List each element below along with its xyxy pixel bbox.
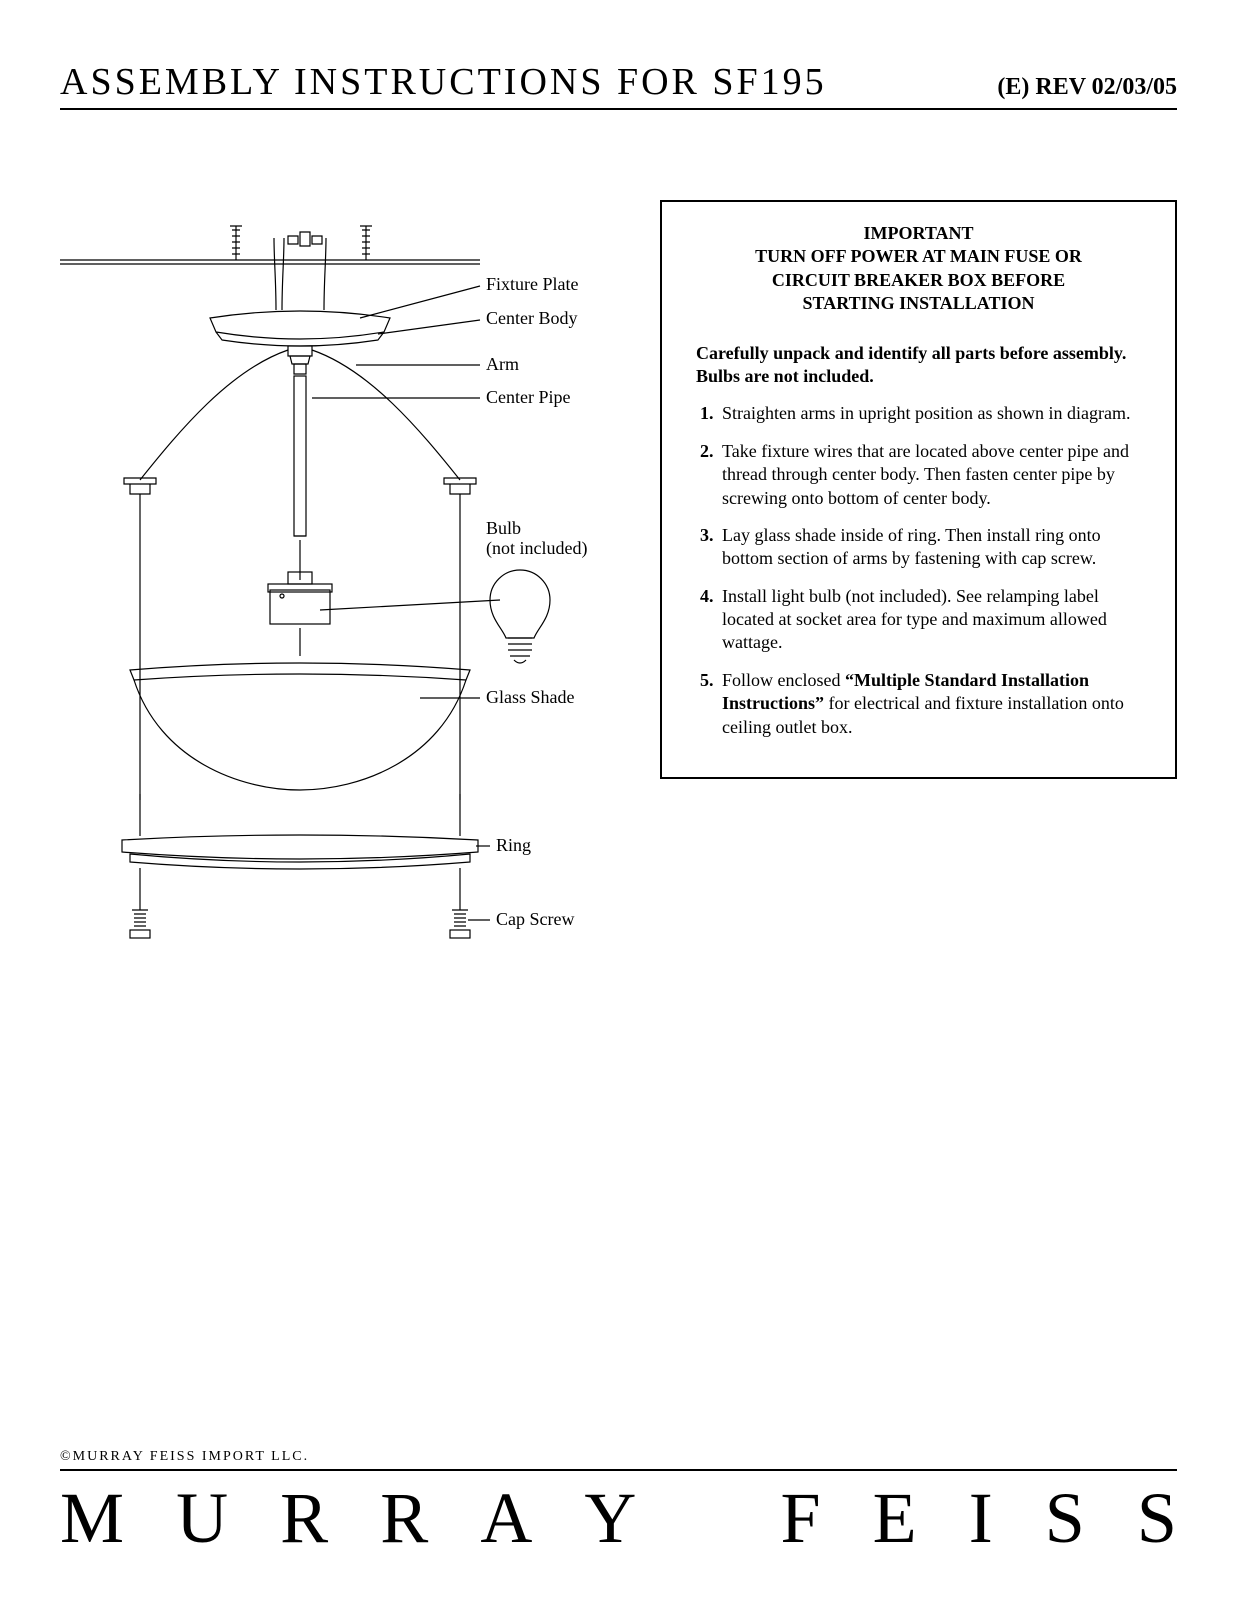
important-line3: CIRCUIT BREAKER BOX BEFORE [686,269,1151,292]
brand-letter: M [60,1477,124,1560]
step-2: Take fixture wires that are located abov… [718,440,1141,510]
page: ASSEMBLY INSTRUCTIONS FOR SF195 (E) REV … [0,0,1237,1600]
step-5-pre: Follow enclosed [722,670,845,690]
header: ASSEMBLY INSTRUCTIONS FOR SF195 (E) REV … [60,60,1177,110]
brand-letter: F [781,1477,821,1560]
brand-letter: S [1045,1477,1085,1560]
label-bulb-l1: Bulb [486,518,521,538]
step-1: Straighten arms in upright position as s… [718,402,1141,425]
instructions-column: IMPORTANT TURN OFF POWER AT MAIN FUSE OR… [660,200,1177,1025]
important-warning: IMPORTANT TURN OFF POWER AT MAIN FUSE OR… [686,222,1151,316]
footer: ©MURRAY FEISS IMPORT LLC. M U R R A Y F … [60,1449,1177,1560]
brand-name: M U R R A Y F E I S S [60,1477,1177,1560]
label-center-body: Center Body [486,308,578,328]
important-line2: TURN OFF POWER AT MAIN FUSE OR [686,245,1151,268]
brand-letter: S [1137,1477,1177,1560]
brand-letter: A [480,1477,532,1560]
brand-letter: U [176,1477,228,1560]
step-3: Lay glass shade inside of ring. Then ins… [718,524,1141,571]
brand-letter: I [969,1477,993,1560]
label-glass-shade: Glass Shade [486,687,575,707]
diagram: Fixture Plate Center Body Arm Center Pip… [60,200,620,1025]
instructions-box: IMPORTANT TURN OFF POWER AT MAIN FUSE OR… [660,200,1177,779]
label-center-pipe: Center Pipe [486,387,570,407]
label-ring: Ring [496,835,531,855]
important-line1: IMPORTANT [686,222,1151,245]
brand-gap [688,1477,728,1560]
brand-letter: E [873,1477,917,1560]
brand-letter: R [380,1477,428,1560]
fixture-diagram-svg: Fixture Plate Center Body Arm Center Pip… [60,200,620,1020]
unpack-note: Carefully unpack and identify all parts … [686,342,1151,389]
page-title: ASSEMBLY INSTRUCTIONS FOR SF195 [60,60,827,104]
label-cap-screw: Cap Screw [496,909,574,929]
label-bulb-l2: (not included) [486,538,587,559]
steps-list: Straighten arms in upright position as s… [686,402,1151,739]
diagram-column: Fixture Plate Center Body Arm Center Pip… [60,200,620,1025]
label-arm: Arm [486,354,519,374]
revision-label: (E) REV 02/03/05 [997,74,1177,101]
brand-letter: Y [584,1477,636,1560]
copyright: ©MURRAY FEISS IMPORT LLC. [60,1449,1177,1471]
label-fixture-plate: Fixture Plate [486,274,579,294]
brand-letter: R [280,1477,328,1560]
columns: Fixture Plate Center Body Arm Center Pip… [60,200,1177,1025]
step-4: Install light bulb (not included). See r… [718,585,1141,655]
step-5: Follow enclosed “Multiple Standard Insta… [718,669,1141,739]
important-line4: STARTING INSTALLATION [686,292,1151,315]
